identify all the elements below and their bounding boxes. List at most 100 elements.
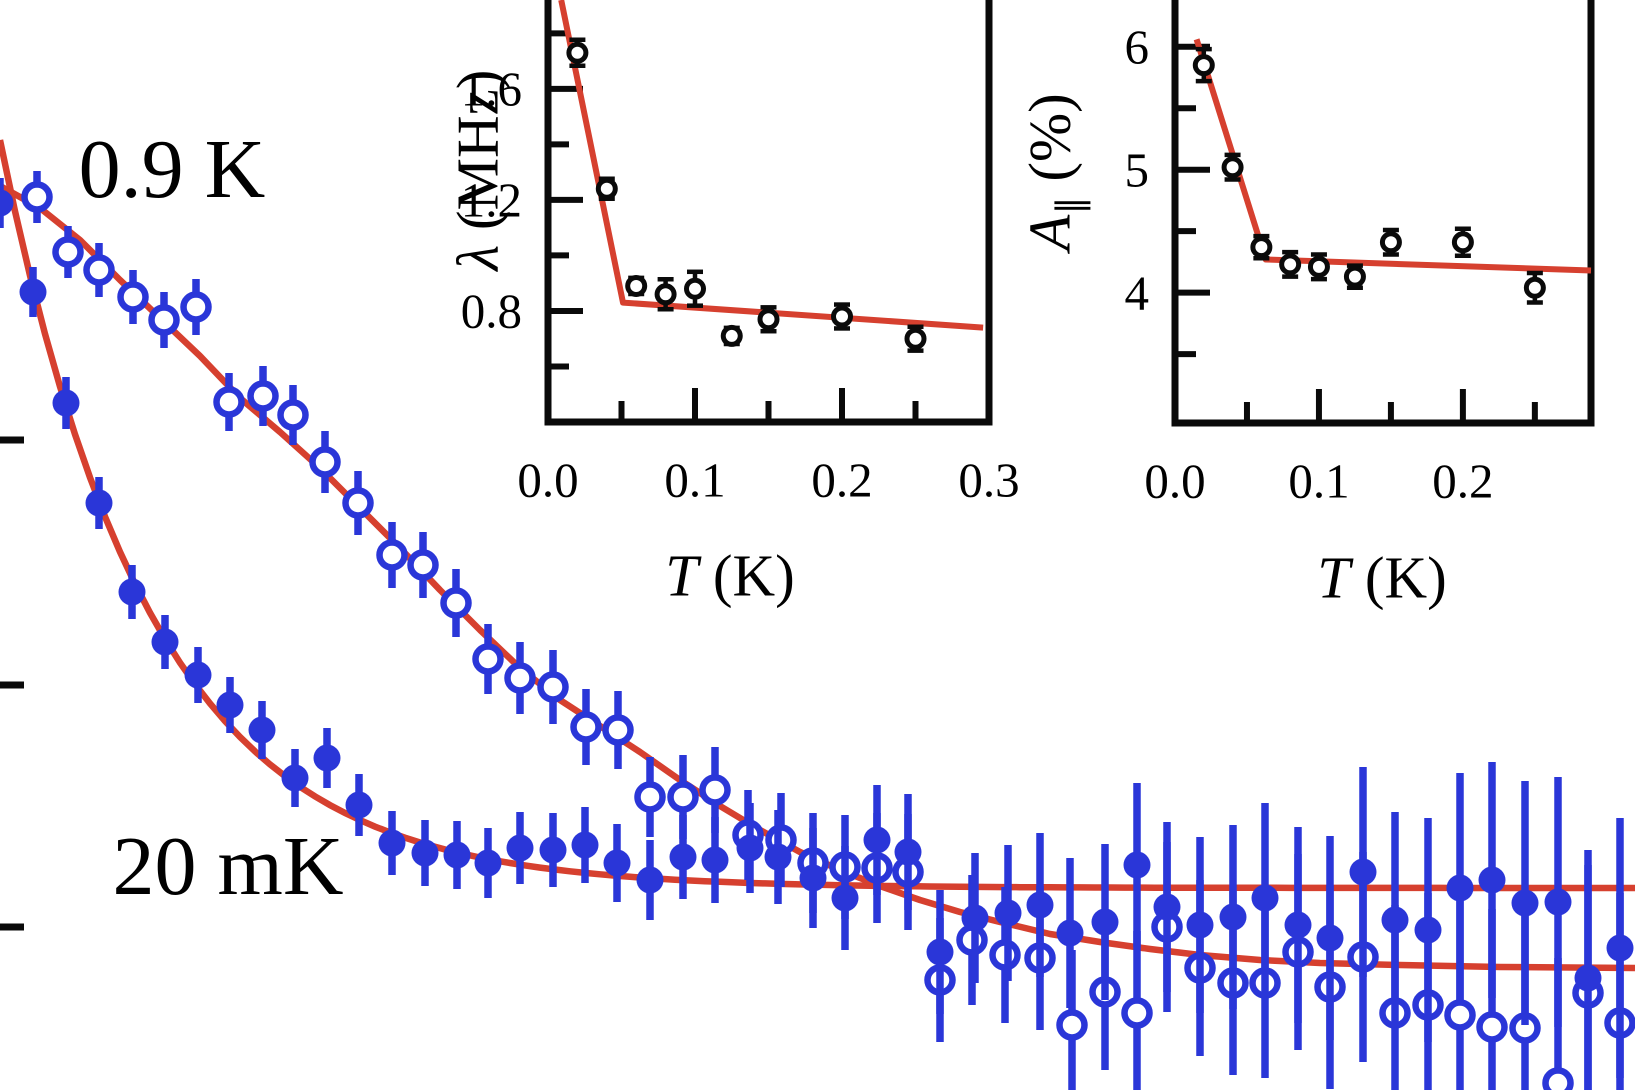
data-point-filled — [1056, 919, 1084, 947]
data-point-open — [52, 236, 84, 268]
inset-asymmetry-x-tick-label: 0.0 — [1144, 453, 1206, 509]
data-point-open — [1476, 1011, 1508, 1043]
data-point-open — [654, 283, 677, 306]
data-point-filled — [378, 829, 406, 857]
inset-lambda-x-axis-title: T (K) — [665, 546, 794, 606]
data-point-filled — [85, 489, 113, 517]
data-point-filled — [313, 744, 341, 772]
main-y-axis-ticks — [0, 436, 24, 931]
data-point-filled — [1446, 874, 1474, 902]
data-point-open — [83, 254, 115, 286]
data-point-open — [407, 549, 439, 581]
data-point-open — [602, 714, 634, 746]
data-point-open — [504, 662, 536, 694]
data-point-open — [472, 643, 504, 675]
data-point-open — [1056, 1009, 1088, 1041]
data-point-open — [148, 304, 180, 336]
data-point-filled — [1544, 888, 1572, 916]
data-point-filled — [443, 841, 471, 869]
data-point-filled — [894, 838, 922, 866]
data-point-open — [757, 308, 780, 331]
data-point-open — [1379, 231, 1402, 254]
data-point-filled — [1251, 884, 1279, 912]
data-point-filled — [961, 904, 989, 932]
data-point-filled — [506, 834, 534, 862]
y-title-subscript: ∥ — [1048, 196, 1092, 215]
data-point-open — [180, 291, 212, 323]
data-point-open — [1451, 231, 1474, 254]
data-point-open — [720, 324, 743, 347]
data-point-open — [634, 781, 666, 813]
data-point-open — [570, 711, 602, 743]
data-point-open — [831, 305, 853, 328]
x-title-symbol: T — [1317, 544, 1351, 611]
data-point-filled — [669, 843, 697, 871]
data-point-open — [684, 277, 706, 300]
inset-asymmetry — [1171, 0, 1595, 427]
data-point-open — [595, 177, 618, 200]
x-title-unit: (K) — [712, 542, 795, 609]
data-point-filled — [1123, 851, 1151, 879]
data-point-open — [1307, 255, 1330, 278]
data-point-filled — [281, 764, 309, 792]
data-point-filled — [1606, 934, 1634, 962]
y-title-unit: (%) — [1016, 93, 1083, 182]
x-title-symbol: T — [665, 542, 699, 609]
data-point-filled — [1153, 893, 1181, 921]
inset-asymmetry-x-tick-label: 0.2 — [1432, 453, 1494, 509]
data-point-filled — [736, 834, 764, 862]
inset-asymmetry-y-tick-label: 4 — [1124, 265, 1150, 321]
data-point-filled — [926, 938, 954, 966]
data-point-filled — [52, 389, 80, 417]
data-point-filled — [831, 884, 859, 912]
inset-lambda-y-tick-label: 0.8 — [460, 283, 522, 339]
data-point-filled — [1349, 858, 1377, 886]
data-point-filled — [701, 846, 729, 874]
data-point-open — [117, 281, 149, 313]
data-point-open — [376, 539, 408, 571]
data-point-filled — [863, 826, 891, 854]
data-point-filled — [603, 849, 631, 877]
data-point-filled — [636, 866, 664, 894]
data-point-open — [1542, 1067, 1574, 1090]
data-point-open — [1444, 999, 1476, 1031]
data-point-filled — [0, 189, 14, 217]
inset-lambda-x-tick-label: 0.2 — [811, 452, 873, 508]
inset-lambda — [544, 0, 993, 426]
data-point-open — [247, 380, 279, 412]
data-point-open — [213, 386, 245, 418]
data-point-open — [1192, 54, 1215, 77]
data-point-open — [342, 487, 374, 519]
data-point-filled — [248, 716, 276, 744]
data-point-filled — [345, 791, 373, 819]
data-point-filled — [1091, 908, 1119, 936]
data-point-filled — [1284, 911, 1312, 939]
inset-lambda-x-tick-label: 0.1 — [664, 452, 726, 508]
data-point-filled — [216, 691, 244, 719]
data-point-filled — [1574, 964, 1602, 992]
data-point-filled — [1219, 903, 1247, 931]
data-point-filled — [411, 839, 439, 867]
data-point-filled — [184, 661, 212, 689]
data-point-filled — [151, 628, 179, 656]
data-point-open — [625, 274, 648, 297]
data-point-filled — [799, 864, 827, 892]
y-title-symbol: A — [1016, 214, 1083, 251]
x-title-unit: (K) — [1364, 544, 1447, 611]
inset-asymmetry-x-axis-title: T (K) — [1317, 548, 1446, 608]
data-point-filled — [1511, 889, 1539, 917]
curve-label-0.9K: 0.9 K — [78, 123, 266, 216]
inset-lambda-frame — [544, 0, 993, 426]
inset-lambda-y-tick-label: 1.6 — [460, 61, 522, 117]
inset-asymmetry-x-tick-label: 0.1 — [1288, 453, 1350, 509]
data-point-filled — [19, 278, 47, 306]
data-point-filled — [474, 849, 502, 877]
data-point-filled — [764, 843, 792, 871]
y-title-symbol: λ — [444, 244, 511, 271]
inset-asymmetry-y-tick-label: 6 — [1124, 19, 1150, 75]
inset-lambda-x-tick-label: 0.3 — [958, 452, 1020, 508]
inset-lambda-x-tick-label: 0.0 — [517, 452, 579, 508]
data-point-open — [21, 181, 53, 213]
